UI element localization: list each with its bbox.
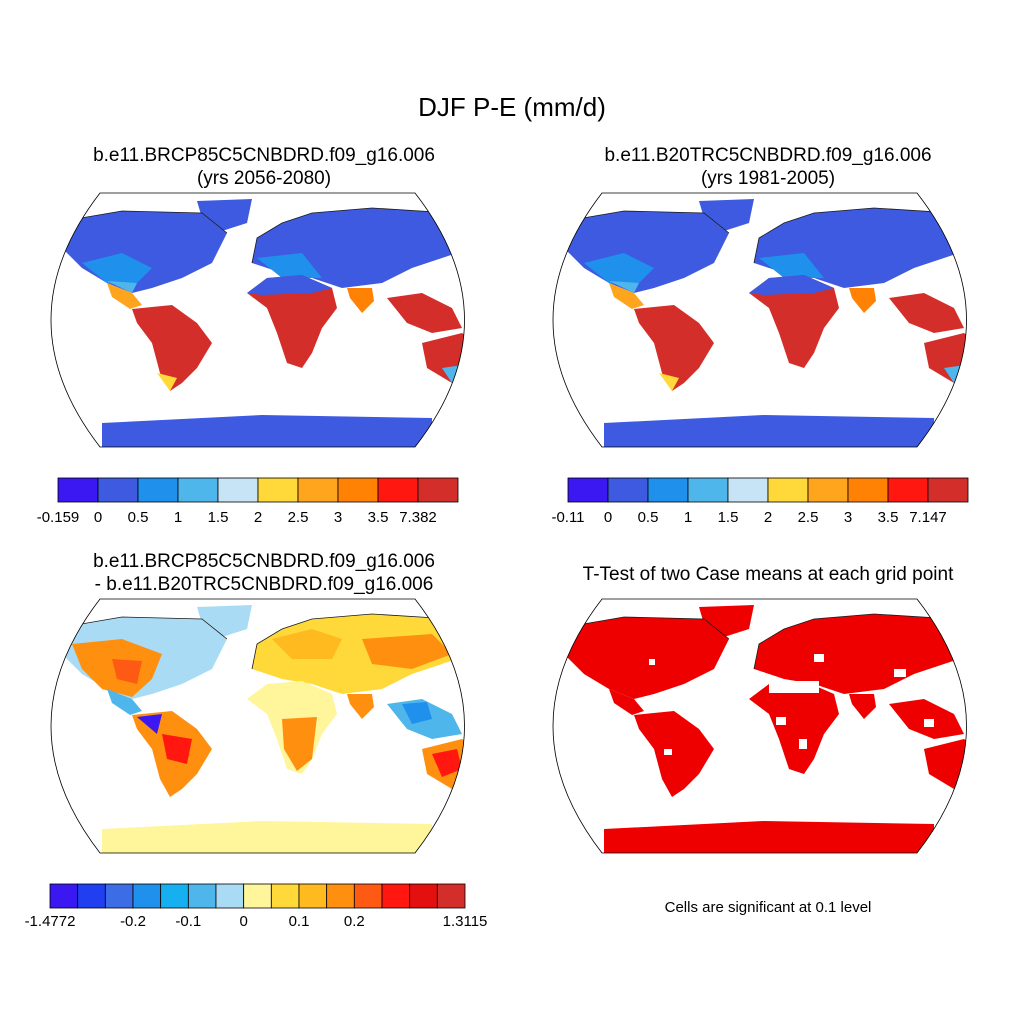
panel-title-top-right: b.e11.B20TRC5CNBDRD.f09_g16.006 (yrs 198…	[518, 144, 1018, 190]
colorbar-box	[847, 477, 889, 503]
colorbar-bottom-left: -1.4772 -0.2 -0.1 0 0.1 0.2 1.3115	[25, 883, 488, 930]
colorbar-box	[417, 477, 459, 503]
colorbar-box	[77, 883, 106, 909]
colorbar-tick-label: -0.159	[37, 509, 80, 526]
colorbar-box	[767, 477, 809, 503]
panel-subtitle-line: (yrs 1981-2005)	[700, 168, 836, 189]
colorbar-box	[57, 477, 99, 503]
colorbar-box	[298, 883, 328, 909]
colorbar-tick-label: 0.1	[289, 913, 310, 930]
colorbar-tick-label: 7.147	[909, 509, 947, 526]
colorbar-box	[137, 477, 179, 503]
colorbar-tick-label: 3	[334, 509, 342, 526]
colorbar-box	[927, 477, 969, 503]
colorbar-tick-label: 0	[94, 509, 102, 526]
map-top-right	[552, 192, 967, 448]
colorbar-tick-label: 1	[174, 509, 182, 526]
colorbar-box	[567, 477, 609, 503]
colorbar-top-right: -0.11 0 0.5 1 1.5 2 2.5 3 3.5 7.147	[551, 477, 969, 526]
colorbar-tick-label: 2.5	[798, 509, 819, 526]
panel-subtitle-line: (yrs 2056-2080)	[196, 168, 332, 189]
colorbar-box	[647, 477, 689, 503]
colorbar-tick-label: 3.5	[878, 509, 899, 526]
colorbar-box	[436, 883, 466, 909]
panel-title-bottom-right: T-Test of two Case means at each grid po…	[582, 564, 954, 585]
colorbar-tick-label: 0.2	[344, 913, 365, 930]
colorbar-box	[297, 477, 339, 503]
colorbar-tick-label: -0.2	[120, 913, 146, 930]
colorbar-tick-label: -0.11	[551, 509, 584, 526]
colorbar-box	[132, 883, 162, 909]
colorbar-box	[270, 883, 300, 909]
colorbar-box	[49, 883, 79, 909]
panel-title-top-left: b.e11.BRCP85C5CNBDRD.f09_g16.006 (yrs 20…	[14, 144, 514, 190]
panel-subtitle-line: - b.e11.B20TRC5CNBDRD.f09_g16.006	[94, 574, 434, 595]
colorbar-box	[381, 883, 411, 909]
colorbar-box	[326, 883, 355, 909]
colorbar-box	[409, 883, 438, 909]
colorbar-tick-label: -0.1	[175, 913, 201, 930]
colorbar-box	[187, 883, 217, 909]
colorbar-tick-label: -1.4772	[25, 913, 76, 930]
colorbar-box	[727, 477, 769, 503]
colorbar-box	[337, 477, 379, 503]
map-bottom-right	[552, 598, 967, 854]
significance-note: Cells are significant at 0.1 level	[664, 899, 872, 916]
panel-title-line: b.e11.B20TRC5CNBDRD.f09_g16.006	[604, 145, 932, 166]
colorbar-box	[353, 883, 383, 909]
colorbar-box	[97, 477, 139, 503]
colorbar-box	[687, 477, 729, 503]
panel-title-line: b.e11.BRCP85C5CNBDRD.f09_g16.006	[93, 145, 435, 166]
colorbar-tick-label: 2.5	[288, 509, 309, 526]
colorbar-tick-label: 3	[844, 509, 852, 526]
colorbar-tick-label: 0	[239, 913, 247, 930]
colorbar-box	[607, 477, 649, 503]
colorbar-tick-label: 7.382	[399, 509, 437, 526]
colorbar-box	[377, 477, 419, 503]
colorbar-box	[104, 883, 134, 909]
colorbar-tick-label: 0.5	[638, 509, 659, 526]
map-top-left	[50, 192, 465, 448]
colorbar-box	[217, 477, 259, 503]
figure-title: DJF P-E (mm/d)	[418, 92, 606, 122]
colorbar-tick-label: 1.5	[718, 509, 739, 526]
colorbar-box	[177, 477, 219, 503]
panel-title-bottom-left: b.e11.BRCP85C5CNBDRD.f09_g16.006 - b.e11…	[14, 550, 514, 596]
colorbar-box	[807, 477, 849, 503]
colorbar-top-left: -0.159 0 0.5 1 1.5 2 2.5 3 3.5 7.382	[37, 477, 459, 526]
panel-title-line: b.e11.BRCP85C5CNBDRD.f09_g16.006	[93, 551, 435, 572]
colorbar-tick-label: 2	[254, 509, 262, 526]
map-bottom-left	[50, 598, 465, 854]
colorbar-tick-label: 1	[684, 509, 692, 526]
colorbar-box	[257, 477, 299, 503]
colorbar-tick-label: 1.3115	[443, 913, 488, 930]
colorbar-tick-label: 0	[604, 509, 612, 526]
colorbar-box	[887, 477, 929, 503]
colorbar-tick-label: 3.5	[368, 509, 389, 526]
colorbar-tick-label: 1.5	[208, 509, 229, 526]
colorbar-tick-label: 0.5	[128, 509, 149, 526]
colorbar-box	[215, 883, 245, 909]
colorbar-box	[243, 883, 272, 909]
colorbar-tick-label: 2	[764, 509, 772, 526]
colorbar-box	[160, 883, 189, 909]
